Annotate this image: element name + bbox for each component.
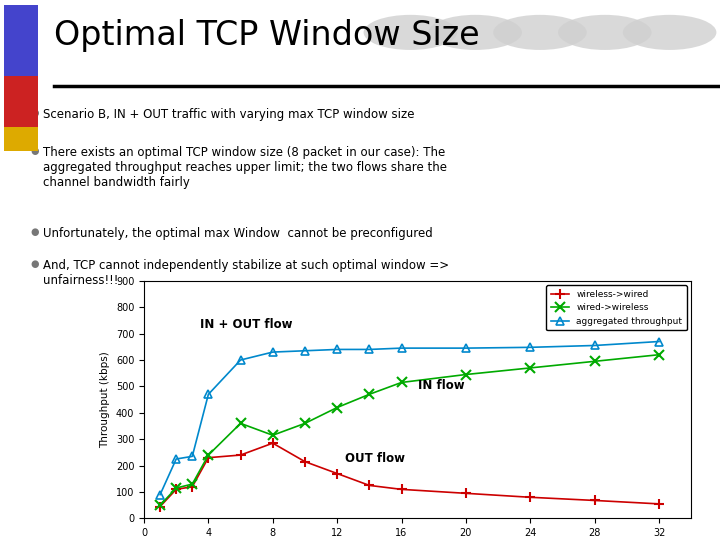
aggregated throughput	[269, 349, 277, 355]
aggregated throughput	[365, 346, 374, 353]
wired->wireless	[397, 379, 406, 386]
aggregated throughput	[236, 357, 245, 363]
Text: IN flow: IN flow	[418, 379, 464, 392]
wireless->wired	[172, 486, 181, 492]
Text: Optimal TCP Window Size: Optimal TCP Window Size	[54, 19, 480, 52]
Line: wireless->wired: wireless->wired	[156, 438, 664, 511]
Bar	[4, 76, 38, 130]
wired->wireless	[269, 432, 277, 438]
wired->wireless	[204, 452, 212, 458]
wireless->wired	[590, 497, 599, 504]
aggregated throughput	[172, 456, 181, 462]
wireless->wired	[526, 494, 534, 501]
Text: Unfortunately, the optimal max Window  cannot be preconfigured: Unfortunately, the optimal max Window ca…	[43, 227, 433, 240]
wireless->wired	[156, 503, 164, 510]
Text: ●: ●	[30, 146, 39, 156]
wired->wireless	[236, 420, 245, 427]
aggregated throughput	[188, 453, 197, 460]
Text: And, TCP cannot independently stabilize at such optimal window =>
unfairness!!!: And, TCP cannot independently stabilize …	[43, 259, 449, 287]
wireless->wired	[333, 470, 341, 477]
wired->wireless	[365, 391, 374, 397]
Line: wired->wireless: wired->wireless	[156, 350, 664, 510]
wireless->wired	[301, 458, 310, 465]
wireless->wired	[397, 486, 406, 492]
aggregated throughput	[654, 338, 663, 345]
wireless->wired	[236, 452, 245, 458]
aggregated throughput	[156, 491, 164, 498]
aggregated throughput	[590, 342, 599, 349]
Legend: wireless->wired, wired->wireless, aggregated throughput: wireless->wired, wired->wireless, aggreg…	[546, 285, 687, 330]
aggregated throughput	[462, 345, 470, 352]
Text: ●: ●	[30, 108, 39, 118]
Circle shape	[493, 15, 587, 50]
wireless->wired	[365, 482, 374, 489]
aggregated throughput	[333, 346, 341, 353]
Circle shape	[428, 15, 522, 50]
Text: ●: ●	[30, 227, 39, 237]
aggregated throughput	[204, 391, 212, 397]
Text: Scenario B, IN + OUT traffic with varying max TCP window size: Scenario B, IN + OUT traffic with varyin…	[43, 108, 415, 121]
wireless->wired	[188, 483, 197, 490]
Circle shape	[558, 15, 652, 50]
wired->wireless	[462, 372, 470, 378]
Bar	[4, 127, 38, 151]
Circle shape	[623, 15, 716, 50]
wired->wireless	[172, 485, 181, 491]
wired->wireless	[188, 481, 197, 487]
aggregated throughput	[301, 348, 310, 354]
Text: ●: ●	[30, 259, 39, 269]
wired->wireless	[654, 352, 663, 358]
wireless->wired	[654, 501, 663, 507]
wired->wireless	[526, 364, 534, 371]
Y-axis label: Throughput (kbps): Throughput (kbps)	[100, 351, 110, 448]
Text: IN + OUT flow: IN + OUT flow	[200, 318, 293, 332]
wireless->wired	[204, 455, 212, 461]
wired->wireless	[333, 404, 341, 411]
wireless->wired	[269, 440, 277, 447]
Circle shape	[364, 15, 457, 50]
wireless->wired	[462, 490, 470, 497]
Line: aggregated throughput: aggregated throughput	[156, 338, 663, 499]
wired->wireless	[301, 420, 310, 427]
aggregated throughput	[526, 344, 534, 350]
aggregated throughput	[397, 345, 406, 352]
Text: OUT flow: OUT flow	[345, 451, 405, 464]
wired->wireless	[590, 358, 599, 365]
Text: There exists an optimal TCP window size (8 packet in our case): The
aggregated t: There exists an optimal TCP window size …	[43, 146, 447, 189]
Bar	[4, 5, 38, 76]
wired->wireless	[156, 502, 164, 509]
